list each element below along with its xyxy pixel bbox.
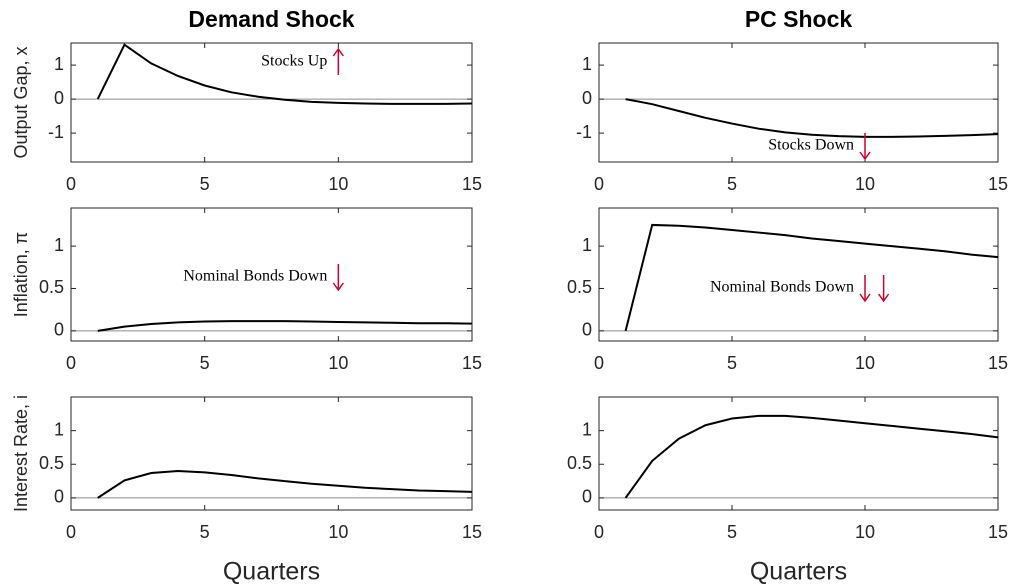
annotation-arrowhead xyxy=(332,47,344,57)
axes-box xyxy=(70,207,473,342)
data-line xyxy=(624,414,999,499)
y-tick-label: -1 xyxy=(48,122,64,142)
y-axis-label: Output Gap, x xyxy=(11,46,31,158)
annotation: Nominal Bonds Down xyxy=(710,279,854,296)
data-line xyxy=(97,320,473,332)
x-tick-label: 10 xyxy=(855,353,875,373)
axes-box xyxy=(598,396,999,511)
annotation-arrowhead xyxy=(878,293,890,303)
x-tick-label: 15 xyxy=(988,522,1008,542)
panel-title: Demand Shock xyxy=(188,6,354,32)
x-tick-label: 15 xyxy=(988,353,1008,373)
x-tick-label: 10 xyxy=(328,353,348,373)
x-tick-label: 0 xyxy=(66,174,76,194)
x-tick-label: 15 xyxy=(988,174,1008,194)
y-tick-label: 0 xyxy=(54,487,64,507)
annotation: Stocks Up xyxy=(261,53,327,70)
annotation-arrowhead xyxy=(859,151,871,161)
data-line xyxy=(97,469,473,499)
annotation-arrowhead xyxy=(859,293,871,303)
axes-box xyxy=(70,42,473,163)
y-tick-label: 0 xyxy=(54,88,64,108)
x-tick-label: 0 xyxy=(594,174,604,194)
x-tick-label: 15 xyxy=(462,353,482,373)
panel-title: PC Shock xyxy=(745,6,853,32)
x-tick-label: 0 xyxy=(66,522,76,542)
x-tick-label: 15 xyxy=(462,522,482,542)
x-axis-label: Quarters xyxy=(223,558,320,586)
y-tick-label: 0 xyxy=(582,487,592,507)
y-tick-label: 0.5 xyxy=(567,453,592,473)
x-tick-label: 10 xyxy=(328,174,348,194)
y-tick-label: 0 xyxy=(582,88,592,108)
y-tick-label: 1 xyxy=(582,419,592,439)
y-tick-label: 0.5 xyxy=(39,277,64,297)
data-line xyxy=(96,43,473,105)
axes-box xyxy=(598,207,999,342)
x-tick-label: 10 xyxy=(855,522,875,542)
x-tick-label: 0 xyxy=(66,353,76,373)
annotation: Stocks Down xyxy=(768,137,854,154)
x-tick-label: 15 xyxy=(462,174,482,194)
x-tick-label: 5 xyxy=(200,353,210,373)
x-tick-label: 10 xyxy=(855,174,875,194)
x-tick-label: 5 xyxy=(200,174,210,194)
x-tick-label: 10 xyxy=(328,522,348,542)
axes-box xyxy=(598,42,999,163)
y-axis-label: Inflation, π xyxy=(11,232,31,317)
axes-box xyxy=(70,396,473,511)
x-tick-label: 5 xyxy=(727,522,737,542)
x-tick-label: 0 xyxy=(594,353,604,373)
data-line xyxy=(625,98,999,138)
annotation: Nominal Bonds Down xyxy=(183,268,327,285)
x-tick-label: 5 xyxy=(200,522,210,542)
annotation-arrowhead xyxy=(332,282,344,292)
data-line xyxy=(624,223,999,332)
x-tick-label: 5 xyxy=(727,353,737,373)
y-tick-label: 1 xyxy=(54,54,64,74)
y-tick-label: 1 xyxy=(54,419,64,439)
x-axis-label: Quarters xyxy=(750,558,847,586)
y-tick-label: 1 xyxy=(582,235,592,255)
y-tick-label: 0 xyxy=(54,320,64,340)
x-tick-label: 0 xyxy=(594,522,604,542)
y-tick-label: 1 xyxy=(582,54,592,74)
y-tick-label: 1 xyxy=(54,235,64,255)
y-tick-label: 0.5 xyxy=(39,453,64,473)
y-tick-label: 0.5 xyxy=(567,277,592,297)
x-tick-label: 5 xyxy=(727,174,737,194)
y-axis-label: Interest Rate, i xyxy=(11,395,31,512)
y-tick-label: -1 xyxy=(576,122,592,142)
y-tick-label: 0 xyxy=(582,320,592,340)
